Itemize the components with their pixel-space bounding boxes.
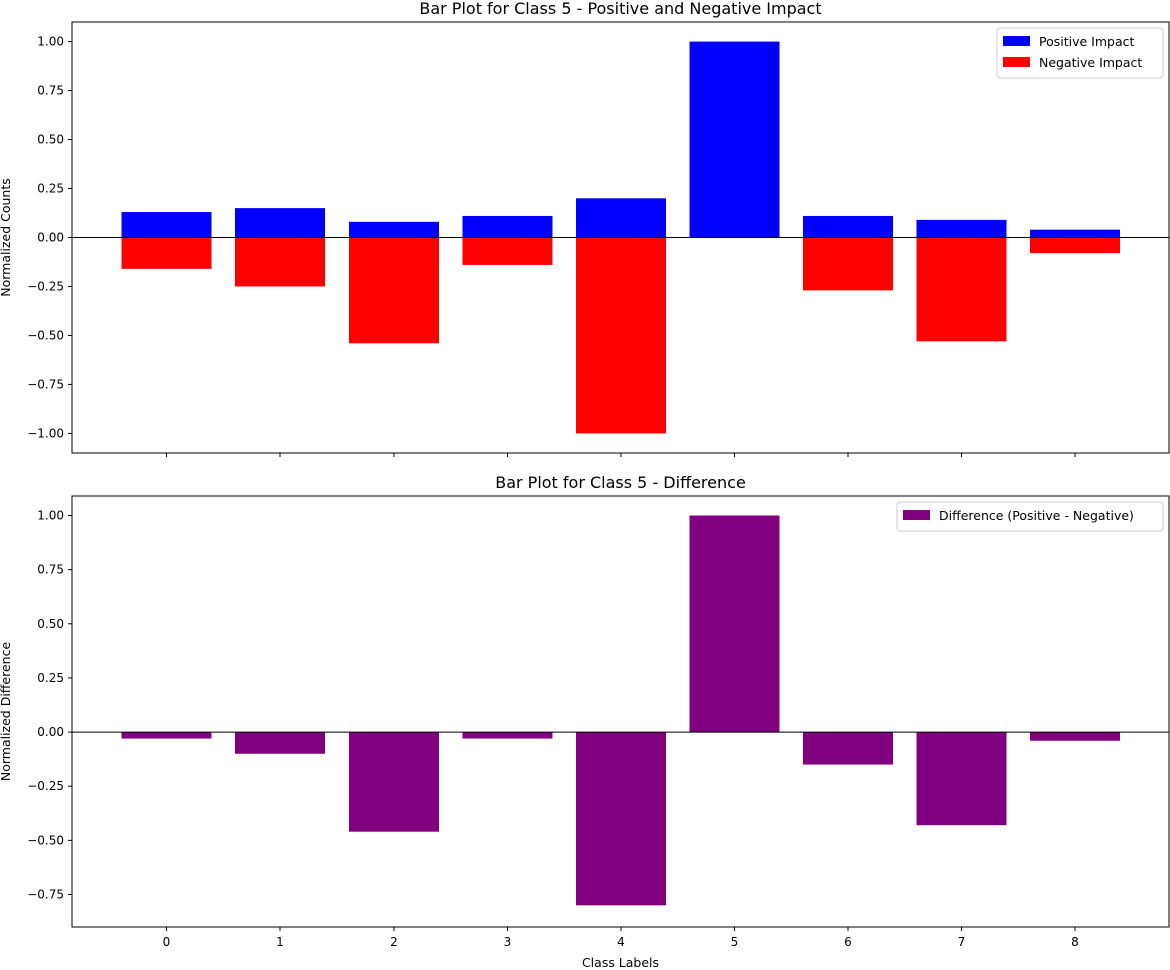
bar-positive-impact-5: [689, 41, 780, 238]
bar-negative-impact-2: [349, 237, 439, 344]
bar-positive-impact-3: [462, 215, 553, 238]
y-axis-label: Normalized Difference: [0, 642, 13, 782]
y-axis-label: Normalized Counts: [0, 178, 13, 297]
bar-difference-positive-negative-8: [1030, 732, 1120, 741]
bar-difference-positive-negative-4: [576, 732, 666, 906]
x-tick-label: 0: [163, 935, 171, 949]
legend-label: Negative Impact: [1039, 55, 1142, 70]
bar-negative-impact-4: [576, 237, 666, 434]
bar-negative-impact-6: [803, 237, 893, 291]
chart-title: Bar Plot for Class 5 - Difference: [495, 473, 746, 492]
bar-negative-impact-1: [235, 237, 325, 287]
x-tick-label: 6: [844, 935, 852, 949]
bar-negative-impact-7: [916, 237, 1007, 342]
y-tick-label: 0.50: [37, 617, 64, 631]
legend-swatch: [1003, 36, 1030, 46]
legend-swatch: [903, 510, 930, 520]
x-tick-label: 1: [276, 935, 284, 949]
bar-difference-positive-negative-5: [689, 515, 780, 733]
bar-positive-impact-0: [121, 212, 212, 238]
y-tick-label: 1.00: [37, 35, 64, 49]
bar-positive-impact-4: [576, 198, 666, 238]
bar-difference-positive-negative-0: [121, 732, 212, 739]
y-tick-label: −0.50: [27, 328, 64, 342]
x-tick-label: 2: [390, 935, 398, 949]
y-tick-label: −0.75: [27, 888, 64, 902]
legend-label: Positive Impact: [1039, 34, 1134, 49]
legend-box: [996, 27, 1164, 79]
x-tick-label: 7: [958, 935, 966, 949]
y-tick-label: 1.00: [37, 508, 64, 522]
bar-difference-positive-negative-6: [803, 732, 893, 765]
x-tick-label: 3: [504, 935, 512, 949]
y-tick-label: −0.75: [27, 377, 64, 391]
y-tick-label: −0.50: [27, 833, 64, 847]
y-tick-label: 0.75: [37, 563, 64, 577]
bar-difference-positive-negative-3: [462, 732, 553, 739]
y-tick-label: 0.25: [37, 671, 64, 685]
bar-positive-impact-7: [916, 219, 1007, 238]
legend-box: [896, 501, 1164, 532]
bar-negative-impact-0: [121, 237, 212, 269]
bar-difference-positive-negative-2: [349, 732, 439, 832]
y-tick-label: −0.25: [27, 779, 64, 793]
legend-swatch: [1003, 57, 1030, 67]
legend-label: Difference (Positive - Negative): [939, 508, 1134, 523]
x-axis-label: Class Labels: [582, 955, 659, 970]
chart-title: Bar Plot for Class 5 - Positive and Nega…: [419, 0, 821, 18]
bar-positive-impact-1: [235, 208, 325, 238]
y-tick-label: 0.00: [37, 725, 64, 739]
bar-negative-impact-8: [1030, 237, 1120, 254]
x-tick-label: 8: [1071, 935, 1079, 949]
y-tick-label: −1.00: [27, 426, 64, 440]
y-tick-label: 0.50: [37, 133, 64, 147]
bar-difference-positive-negative-1: [235, 732, 325, 754]
bar-negative-impact-3: [462, 237, 553, 265]
x-tick-label: 5: [731, 935, 739, 949]
bar-positive-impact-8: [1030, 229, 1120, 238]
y-tick-label: 0.25: [37, 182, 64, 196]
bar-positive-impact-6: [803, 215, 893, 238]
x-tick-label: 4: [617, 935, 625, 949]
bar-difference-positive-negative-7: [916, 732, 1007, 826]
bar-positive-impact-2: [349, 221, 439, 238]
y-tick-label: 0.00: [37, 231, 64, 245]
y-tick-label: −0.25: [27, 279, 64, 293]
y-tick-label: 0.75: [37, 84, 64, 98]
